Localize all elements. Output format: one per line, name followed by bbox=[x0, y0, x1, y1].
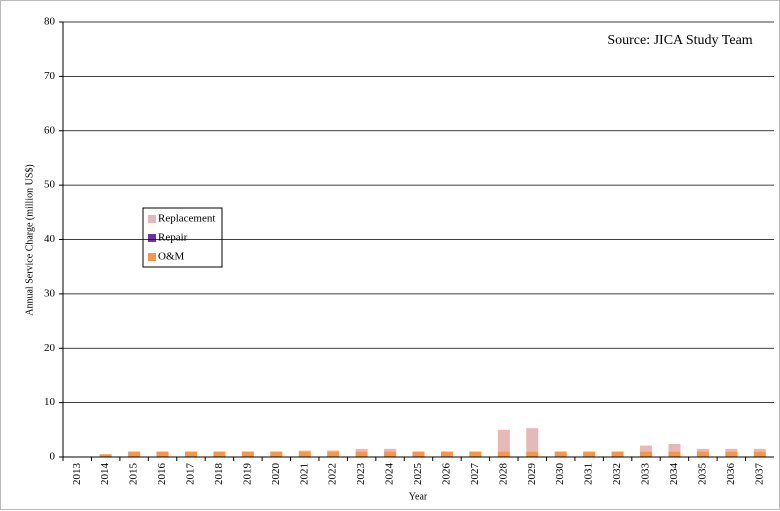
bar-segment bbox=[213, 451, 226, 457]
bar-segment bbox=[526, 451, 539, 457]
y-tick-label: 80 bbox=[44, 16, 56, 28]
bar-segment bbox=[327, 450, 340, 452]
bar-segment bbox=[753, 451, 766, 457]
legend-swatch bbox=[148, 215, 156, 223]
x-tick-label: 2037 bbox=[753, 463, 765, 486]
bar-segment bbox=[753, 448, 766, 452]
bar-segment bbox=[497, 429, 510, 452]
x-tick-label: 2027 bbox=[469, 463, 481, 486]
y-tick-label: 70 bbox=[44, 70, 56, 82]
bar-segment bbox=[554, 451, 567, 457]
y-tick-label: 10 bbox=[44, 396, 56, 408]
bar-segment bbox=[298, 450, 311, 452]
bar-segment bbox=[156, 451, 169, 457]
bar-segment bbox=[440, 451, 453, 457]
x-tick-label: 2033 bbox=[640, 463, 652, 486]
x-tick-label: 2016 bbox=[156, 463, 168, 486]
legend-label: O&M bbox=[158, 251, 185, 263]
x-tick-label: 2034 bbox=[668, 463, 680, 486]
bar-segment bbox=[725, 448, 738, 452]
bar-segment bbox=[270, 451, 283, 457]
bar-segment bbox=[298, 451, 311, 457]
x-tick-label: 2018 bbox=[213, 463, 225, 486]
bar-segment bbox=[99, 454, 112, 457]
bar-segment bbox=[384, 451, 397, 457]
bar-segment bbox=[128, 451, 141, 457]
x-tick-label: 2017 bbox=[185, 463, 197, 486]
bar-segment bbox=[241, 451, 254, 457]
annotation: Source: JICA Study Team bbox=[607, 33, 752, 48]
y-tick-label: 60 bbox=[44, 124, 56, 136]
bar-segment bbox=[668, 443, 681, 452]
x-tick-label: 2026 bbox=[440, 463, 452, 486]
legend-swatch bbox=[148, 234, 156, 242]
x-tick-label: 2014 bbox=[99, 463, 111, 486]
bar-segment bbox=[668, 451, 681, 457]
x-tick-label: 2031 bbox=[583, 463, 595, 485]
bar-segment bbox=[355, 451, 368, 457]
bar-segment bbox=[696, 451, 709, 457]
x-tick-label: 2032 bbox=[611, 463, 623, 485]
legend-label: Repair bbox=[158, 232, 188, 244]
x-axis-label: Year bbox=[409, 491, 428, 502]
x-tick-label: 2013 bbox=[71, 463, 83, 486]
y-tick-label: 0 bbox=[50, 451, 56, 463]
bar-segment bbox=[412, 451, 425, 457]
bar-segment bbox=[497, 451, 510, 457]
x-tick-label: 2030 bbox=[554, 463, 566, 486]
bar-segment bbox=[526, 428, 539, 452]
y-tick-label: 40 bbox=[44, 233, 56, 245]
bar-segment bbox=[469, 451, 482, 457]
bar-segment bbox=[583, 451, 596, 457]
bar-segment bbox=[327, 451, 340, 457]
bar-segment bbox=[696, 448, 709, 452]
x-tick-label: 2022 bbox=[327, 463, 339, 485]
y-tick-label: 30 bbox=[44, 287, 56, 299]
legend-swatch bbox=[148, 253, 156, 261]
y-tick-label: 50 bbox=[44, 179, 56, 191]
x-tick-label: 2021 bbox=[298, 463, 310, 485]
x-tick-label: 2025 bbox=[412, 463, 424, 486]
bar-segment bbox=[725, 451, 738, 457]
legend-label: Replacement bbox=[158, 213, 215, 225]
bar-segment bbox=[355, 448, 368, 452]
legend: Replacement Repair O&M bbox=[142, 207, 223, 268]
bar-segment bbox=[184, 451, 197, 457]
bar-segment bbox=[384, 448, 397, 452]
x-tick-label: 2024 bbox=[384, 463, 396, 486]
x-tick-label: 2020 bbox=[270, 463, 282, 486]
bar-segment bbox=[640, 451, 653, 457]
x-tick-label: 2035 bbox=[696, 463, 708, 486]
bar-segment bbox=[611, 451, 624, 457]
legend-box bbox=[142, 207, 223, 268]
x-tick-label: 2029 bbox=[526, 463, 538, 486]
x-tick-label: 2023 bbox=[355, 463, 367, 486]
y-axis-label: Annual Service Charge (million US$) bbox=[24, 164, 35, 315]
x-tick-label: 2015 bbox=[128, 463, 140, 486]
x-tick-label: 2036 bbox=[725, 463, 737, 486]
x-tick-label: 2028 bbox=[497, 463, 509, 486]
y-tick-label: 20 bbox=[44, 342, 56, 354]
bar-segment bbox=[640, 445, 653, 452]
x-tick-label: 2019 bbox=[241, 463, 253, 486]
